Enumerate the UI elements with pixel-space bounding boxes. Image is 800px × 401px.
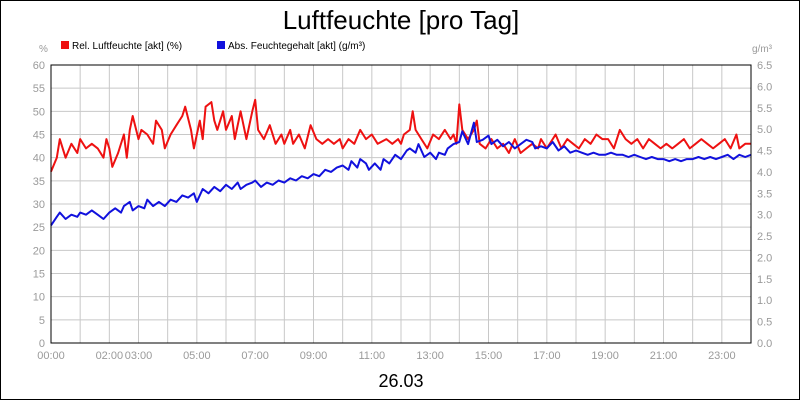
right-axis-tick-label: 0.0 xyxy=(757,338,772,350)
x-axis-tick-label: 03:00 xyxy=(125,350,153,362)
legend-label-abs: Abs. Feuchtegehalt [akt] (g/m³) xyxy=(228,41,365,52)
right-axis-tick-label: 4.5 xyxy=(757,146,772,158)
x-axis-tick-label: 19:00 xyxy=(591,350,619,362)
right-axis-tick-label: 5.0 xyxy=(757,124,772,136)
legend-swatch-rel xyxy=(61,41,69,49)
left-axis-tick-label: 25 xyxy=(33,222,45,234)
legend-label-rel: Rel. Luftfeuchte [akt] (%) xyxy=(72,41,182,52)
right-axis-tick-label: 1.5 xyxy=(757,274,772,286)
x-axis-tick-label: 02:00 xyxy=(96,350,124,362)
right-axis-tick-label: 2.5 xyxy=(757,231,772,243)
right-axis-tick-label: 6.0 xyxy=(757,81,772,93)
right-axis-unit: g/m³ xyxy=(752,44,773,55)
x-axis-tick-label: 09:00 xyxy=(300,350,328,362)
series-line-rel-humidity xyxy=(50,98,751,172)
left-axis-tick-label: 35 xyxy=(33,176,45,188)
left-axis-tick-label: 60 xyxy=(33,60,45,72)
legend-swatch-abs xyxy=(217,41,225,49)
right-axis-tick-label: 0.5 xyxy=(757,317,772,329)
date-label: 26.03 xyxy=(378,371,423,391)
right-axis-tick-label: 6.5 xyxy=(757,60,772,72)
x-axis-tick-label: 21:00 xyxy=(650,350,678,362)
plot-area-border xyxy=(50,64,752,344)
right-axis-tick-label: 2.0 xyxy=(757,252,772,264)
left-axis-tick-label: 20 xyxy=(33,245,45,257)
series-line-abs-humidity xyxy=(50,121,752,226)
right-axis-tick-label: 3.0 xyxy=(757,210,772,222)
left-axis-tick-label: 30 xyxy=(33,199,45,211)
right-axis-tick-label: 5.5 xyxy=(757,103,772,115)
x-axis-tick-label: 05:00 xyxy=(183,350,211,362)
axis-ticks: 0 5 10 15 20 25 30 35 40 45 50 55 60 0.0 0.5 1.0 1.5 2.0 2… xyxy=(33,60,773,362)
left-axis-tick-label: 40 xyxy=(33,153,45,165)
x-axis-tick-label: 07:00 xyxy=(241,350,269,362)
x-axis-tick-label: 00:00 xyxy=(37,350,65,362)
left-axis-tick-label: 5 xyxy=(39,315,45,327)
x-axis-tick-label: 23:00 xyxy=(708,350,736,362)
left-axis-tick-label: 55 xyxy=(33,83,45,95)
left-axis-tick-label: 45 xyxy=(33,130,45,142)
left-axis-tick-label: 0 xyxy=(39,338,45,350)
x-axis-tick-label: 11:00 xyxy=(358,350,385,362)
right-axis-tick-label: 3.5 xyxy=(757,188,772,200)
right-axis-tick-label: 4.0 xyxy=(757,167,772,179)
chart-title: Luftfeuchte [pro Tag] xyxy=(283,5,520,35)
left-axis-tick-label: 10 xyxy=(33,292,45,304)
x-axis-tick-label: 15:00 xyxy=(475,350,503,362)
series-lines xyxy=(50,98,752,226)
x-axis-tick-label: 13:00 xyxy=(416,350,444,362)
left-axis-unit: % xyxy=(39,44,48,55)
x-axis-tick-label: 17:00 xyxy=(533,350,561,362)
right-axis-tick-label: 1.0 xyxy=(757,295,772,307)
left-axis-tick-label: 50 xyxy=(33,106,45,118)
left-axis-tick-label: 15 xyxy=(33,269,45,281)
